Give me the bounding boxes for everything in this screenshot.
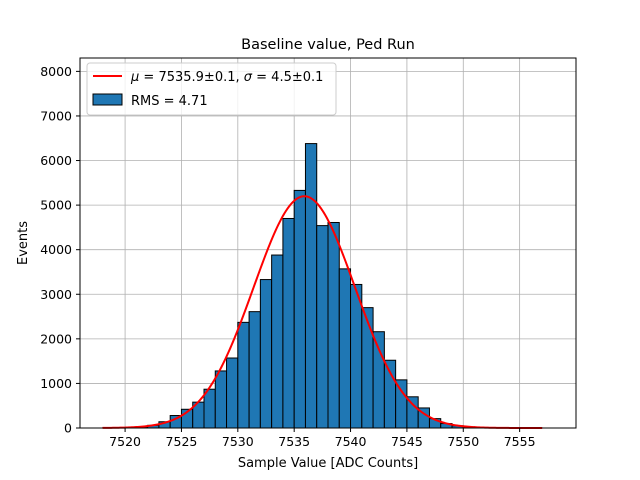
y-tick-label: 2000 <box>40 331 72 346</box>
x-tick-label: 7540 <box>335 434 367 449</box>
plot-frame <box>79 57 577 429</box>
legend-histogram-label: RMS = 4.71 <box>131 94 208 109</box>
y-tick-label: 1000 <box>40 376 72 391</box>
histogram-bar <box>259 279 273 429</box>
y-axis-label: Events <box>16 221 31 265</box>
y-tick-label: 6000 <box>40 153 72 168</box>
x-tick-label: 7525 <box>166 434 198 449</box>
sigma-value: = 4.5±0.1 <box>252 70 323 85</box>
mu-value: = 7535.9±0.1, <box>139 70 243 85</box>
x-tick-label: 7530 <box>222 434 254 449</box>
histogram-bar <box>350 283 363 429</box>
chart-title: Baseline value, Ped Run <box>241 37 415 53</box>
sigma-symbol: σ <box>244 70 253 85</box>
x-tick-label: 7545 <box>391 434 423 449</box>
histogram-bar <box>361 307 374 429</box>
histogram-bar <box>282 217 295 429</box>
mu-symbol: μ <box>130 70 139 85</box>
histogram-bar <box>395 379 408 429</box>
gaussian-fit-curve <box>102 195 543 429</box>
histogram-bar <box>248 311 261 429</box>
x-tick-label: 7550 <box>447 434 479 449</box>
x-axis-ticks: 7520 7525 7530 7535 7540 7545 7550 7555 <box>109 428 536 449</box>
histogram-bar <box>293 189 306 429</box>
legend: μ = 7535.9±0.1, σ = 4.5±0.1 RMS = 4.71 <box>86 62 337 116</box>
y-tick-label: 4000 <box>40 242 72 257</box>
x-tick-label: 7555 <box>504 434 536 449</box>
y-tick-label: 7000 <box>40 108 72 123</box>
y-tick-label: 3000 <box>40 287 72 302</box>
y-tick-label: 8000 <box>40 64 72 79</box>
histogram-bar <box>372 331 385 429</box>
x-tick-label: 7535 <box>278 434 310 449</box>
histogram-bar <box>271 254 284 429</box>
histogram-bar <box>203 388 216 429</box>
x-tick-label: 7520 <box>109 434 141 449</box>
y-axis-ticks: 0 1000 2000 3000 4000 5000 6000 7000 8000 <box>40 64 80 436</box>
y-tick-label: 5000 <box>40 198 72 213</box>
histogram-bar <box>226 357 239 429</box>
y-tick-label: 0 <box>64 421 72 436</box>
histogram-bar <box>327 221 340 429</box>
histogram-bars <box>102 143 543 429</box>
histogram-bar <box>338 268 352 429</box>
histogram-bar <box>304 143 318 429</box>
legend-fit-label: μ = 7535.9±0.1, σ = 4.5±0.1 <box>130 70 323 85</box>
histogram-bar <box>214 370 228 429</box>
histogram-bar <box>406 396 419 429</box>
x-axis-label: Sample Value [ADC Counts] <box>238 456 418 471</box>
histogram-bar <box>237 321 250 429</box>
legend-histogram-swatch <box>92 93 123 106</box>
legend-box <box>86 62 337 116</box>
histogram-bar <box>316 225 329 429</box>
